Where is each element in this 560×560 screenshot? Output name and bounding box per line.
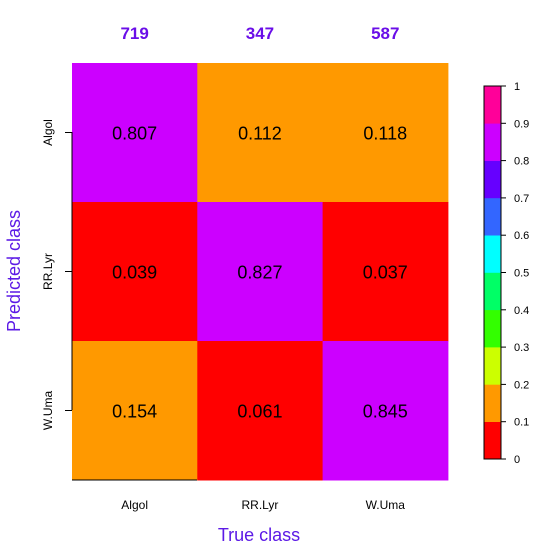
cell-value-label-2-2: 0.845 <box>363 402 408 422</box>
cell-value-label-1-1: 0.827 <box>237 263 282 283</box>
x-tick-label-2: W.Uma <box>366 498 406 512</box>
heatmap-cell-1-0 <box>72 202 198 342</box>
heatmap-cell-2-2 <box>322 341 449 481</box>
colorbar-tick-label-2: 0.2 <box>514 379 529 391</box>
heatmap-cell-0-2 <box>322 63 449 203</box>
colorbar-segment-7 <box>484 160 501 199</box>
heatmap-cell-0-0 <box>72 63 198 203</box>
cell-value-labels: 0.807 0.112 0.118 0.039 0.827 0.037 0.154 0.061… <box>112 124 408 422</box>
colorbar-tick-label-9: 0.9 <box>514 118 529 130</box>
colorbar-tick-label-0: 0 <box>514 454 520 466</box>
column-count-1: 347 <box>246 24 274 43</box>
cell-value-label-0-1: 0.112 <box>238 124 282 144</box>
colorbar-tick-label-10: 1 <box>514 81 520 93</box>
cell-value-label-2-0: 0.154 <box>112 402 157 422</box>
colorbar-segment-1 <box>484 384 501 422</box>
heatmap-cells <box>72 63 449 481</box>
colorbar-segment-0 <box>484 421 501 460</box>
y-tick-label-1: RR.Lyr <box>41 253 55 290</box>
heatmap-cell-2-1 <box>197 341 324 481</box>
x-tick-label-0: Algol <box>121 498 148 512</box>
colorbar-segment-3 <box>484 309 501 348</box>
colorbar-tick-label-1: 0.1 <box>514 417 529 429</box>
heatmap-cell-0-1 <box>197 63 324 203</box>
y-axis-ticks: Algol RR.Lyr W.Uma <box>41 119 72 430</box>
x-axis-ticks: Algol RR.Lyr W.Uma <box>72 479 406 512</box>
colorbar-tick-label-5: 0.5 <box>514 268 529 280</box>
colorbar <box>483 85 502 460</box>
colorbar-segment-9 <box>484 86 501 124</box>
cell-value-label-1-2: 0.037 <box>363 263 408 283</box>
heatmap-cell-1-2 <box>322 202 449 342</box>
x-tick-label-1: RR.Lyr <box>242 498 279 512</box>
heatmap-cell-2-0 <box>72 341 198 481</box>
colorbar-segment-5 <box>484 235 501 273</box>
y-tick-label-2: W.Uma <box>41 391 55 431</box>
colorbar-tick-label-8: 0.8 <box>514 156 529 168</box>
colorbar-segment-2 <box>484 347 501 385</box>
x-axis-label: True class <box>218 525 300 545</box>
colorbar-tick-label-7: 0.7 <box>514 193 529 205</box>
column-count-2: 587 <box>371 24 399 43</box>
colorbar-tick-label-6: 0.6 <box>514 230 529 242</box>
heatmap-cell-1-1 <box>197 202 324 342</box>
cell-value-label-2-1: 0.061 <box>237 402 282 422</box>
colorbar-tick-label-4: 0.4 <box>514 305 529 317</box>
colorbar-tick-label-3: 0.3 <box>514 342 529 354</box>
colorbar-segment-4 <box>484 272 501 311</box>
column-counts: 719 347 587 <box>120 24 399 43</box>
colorbar-ticks: 0 0.1 0.2 0.3 0.4 0.5 0.6 0.7 0.8 0.9 1 <box>501 81 529 466</box>
colorbar-segment-6 <box>484 197 501 236</box>
y-tick-label-0: Algol <box>41 119 55 146</box>
cell-value-label-0-0: 0.807 <box>112 124 157 144</box>
colorbar-segment-8 <box>484 123 501 161</box>
y-axis-label: Predicted class <box>4 210 24 332</box>
cell-value-label-1-0: 0.039 <box>112 263 157 283</box>
cell-value-label-0-2: 0.118 <box>363 124 407 144</box>
column-count-0: 719 <box>120 24 148 43</box>
